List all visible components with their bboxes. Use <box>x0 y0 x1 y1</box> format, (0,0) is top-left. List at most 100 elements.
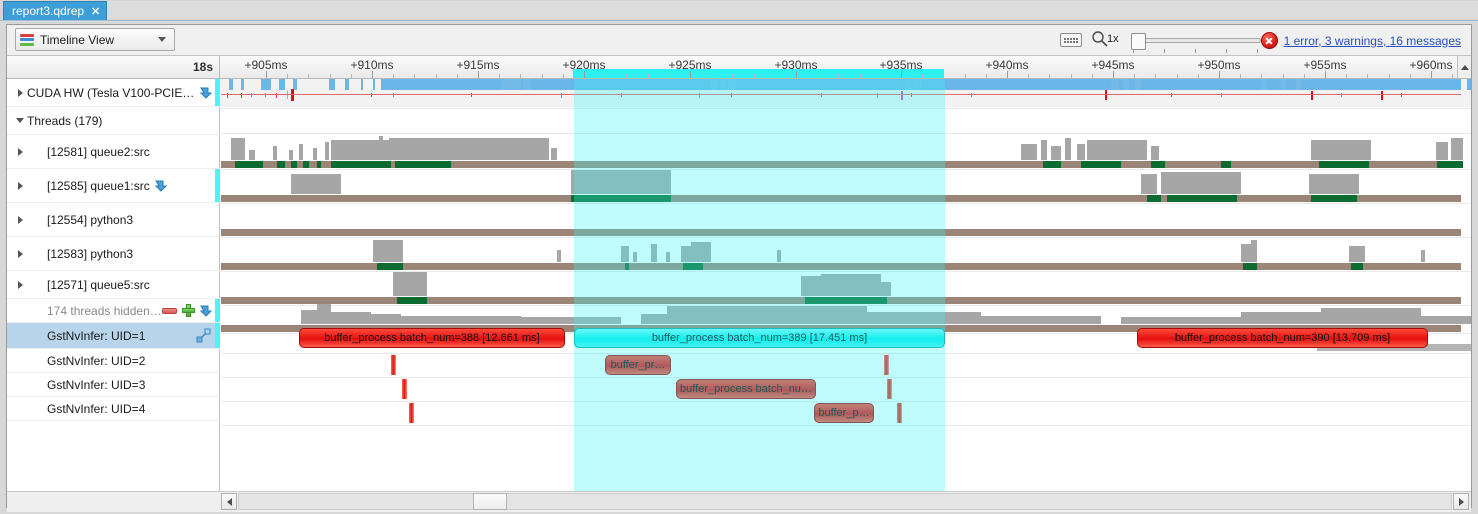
thread-running-segment <box>1311 195 1357 202</box>
nvtx-marker[interactable] <box>391 355 396 375</box>
tree-row-gstnvinfer-uid-2[interactable]: GstNvInfer: UID=2 <box>7 349 220 373</box>
chevron-right-icon[interactable] <box>13 249 27 258</box>
keyboard-icon[interactable] <box>1060 33 1082 47</box>
close-icon[interactable]: ✕ <box>91 5 101 18</box>
lane-pane[interactable]: buffer_process batch_num=388 [12.661 ms]… <box>221 79 1471 491</box>
jump-to-icon[interactable] <box>199 303 214 318</box>
remove-threads-icon[interactable] <box>161 307 177 314</box>
ruler-minor-tick <box>1367 74 1369 78</box>
nvtx-range-bar[interactable]: buffer_process batch_nu… <box>676 379 816 399</box>
cpu-usage-bar <box>1065 138 1071 160</box>
cuda-event-marker <box>901 90 903 100</box>
lane-cuda-hw[interactable] <box>221 79 1471 107</box>
nvtx-marker[interactable] <box>887 379 892 399</box>
chevron-down-icon[interactable] <box>13 118 27 123</box>
messages-link[interactable]: 1 error, 3 warnings, 16 messages <box>1283 33 1461 48</box>
jump-to-icon[interactable] <box>199 85 214 100</box>
tree-row-label: [12571] queue5:src <box>47 277 150 292</box>
nvtx-range-label: buffer_process batch_num=388 [12.661 ms] <box>324 332 540 344</box>
cuda-event-marker <box>1381 90 1383 100</box>
tree-row-12581-queue2-src[interactable]: [12581] queue2:src <box>7 135 220 169</box>
lane-12583-python3[interactable] <box>221 237 1471 271</box>
horizontal-scrollbar[interactable] <box>7 491 1471 512</box>
lane-12554-python3[interactable] <box>221 203 1471 237</box>
cpu-usage-bar <box>1077 144 1085 160</box>
cuda-activity-segment <box>241 79 244 90</box>
thread-state-bar <box>221 161 1461 168</box>
scroll-left-button[interactable] <box>221 493 237 510</box>
ruler-minor-tick <box>668 74 670 78</box>
scroll-right-button[interactable] <box>1453 493 1469 510</box>
cpu-usage-bar <box>401 316 521 324</box>
nvtx-range-bar[interactable]: buffer_process batch_num=390 [13.709 ms] <box>1137 328 1428 348</box>
lane-gstnvinfer-uid3[interactable] <box>221 377 1471 401</box>
tree-row-12585-queue1-src[interactable]: [12585] queue1:src <box>7 169 220 203</box>
cuda-activity-segment <box>293 79 297 90</box>
cpu-usage-bar <box>301 310 321 324</box>
ruler-minor-tick <box>1452 74 1454 78</box>
ruler-minor-tick <box>393 74 395 78</box>
tree-row-gstnvinfer-uid-3[interactable]: GstNvInfer: UID=3 <box>7 373 220 397</box>
add-threads-icon[interactable] <box>181 304 195 317</box>
tree-row-cuda-hw-tesla-v100-pcie-32g[interactable]: CUDA HW (Tesla V100-PCIE-32G <box>7 79 220 107</box>
zoom-slider-thumb[interactable] <box>1131 33 1146 50</box>
tree-row-174-threads-hidden[interactable]: 174 threads hidden… <box>7 299 220 323</box>
thread-running-segment <box>1351 263 1363 270</box>
cuda-event-marker <box>877 92 878 98</box>
ruler-minor-tick <box>1240 74 1242 78</box>
thread-running-segment <box>291 161 297 168</box>
lane-12585-queue1-src[interactable] <box>221 169 1471 203</box>
thread-running-segment <box>1081 161 1121 168</box>
chevron-right-icon[interactable] <box>13 147 27 156</box>
ruler-lane[interactable]: +905ms +910ms +915ms +920ms +925ms +930ms +935… <box>220 56 1457 78</box>
tree-row-label: GstNvInfer: UID=3 <box>47 377 146 392</box>
nvtx-marker[interactable] <box>409 403 414 423</box>
thread-running-segment <box>1167 195 1237 202</box>
expand-row-icon[interactable] <box>196 328 212 344</box>
cuda-event-marker <box>393 93 394 97</box>
scrollbar-thumb[interactable] <box>473 493 507 510</box>
messages-link-group[interactable]: 1 error, 3 warnings, 16 messages <box>1260 32 1461 49</box>
chevron-right-icon[interactable] <box>13 181 27 190</box>
tree-row-threads-179[interactable]: Threads (179) <box>7 107 220 135</box>
nvtx-marker[interactable] <box>402 379 407 399</box>
magnifier-icon[interactable] <box>1091 30 1109 48</box>
ruler-major-tick <box>1219 71 1220 78</box>
nvtx-range-bar[interactable]: buffer_process batch_num=389 [17.451 ms] <box>574 328 945 348</box>
ruler-tick-label: +920ms <box>562 58 606 72</box>
tree-row-gstnvinfer-uid-1[interactable]: GstNvInfer: UID=1 <box>7 323 220 349</box>
thread-running-segment <box>397 297 427 304</box>
view-selector-dropdown[interactable]: Timeline View <box>15 28 175 51</box>
expand-diagonal-icon <box>196 328 211 342</box>
zoom-slider[interactable] <box>1131 33 1261 53</box>
tree-row-12571-queue5-src[interactable]: [12571] queue5:src <box>7 271 220 299</box>
chevron-right-icon[interactable] <box>13 215 27 224</box>
nvtx-marker[interactable] <box>884 355 889 375</box>
nvtx-range-bar[interactable]: buffer_process batch_num=388 [12.661 ms] <box>299 328 565 348</box>
nvtx-range-bar[interactable]: buffer_pr… <box>605 355 671 375</box>
tree-row-12554-python3[interactable]: [12554] python3 <box>7 203 220 237</box>
ruler-tick-label: +930ms <box>774 58 818 72</box>
tree-row-12583-python3[interactable]: [12583] python3 <box>7 237 220 271</box>
tree-row-gstnvinfer-uid-4[interactable]: GstNvInfer: UID=4 <box>7 397 220 421</box>
lane-12571-queue5-src[interactable] <box>221 271 1471 305</box>
tree-row-label: [12585] queue1:src <box>47 178 150 193</box>
cpu-usage-bar <box>1041 140 1047 160</box>
thread-state-bar <box>221 195 1461 202</box>
ruler-minor-tick <box>647 74 649 78</box>
jump-to-icon[interactable] <box>154 178 169 193</box>
nvtx-range-bar[interactable]: buffer_p… <box>814 403 874 423</box>
lane-12581-queue2-src[interactable] <box>221 135 1471 169</box>
jump-arrow-icon <box>199 305 212 317</box>
chevron-right-icon[interactable] <box>13 88 27 97</box>
chevron-right-icon[interactable] <box>13 280 27 289</box>
cpu-usage-bar <box>1121 317 1241 324</box>
nvtx-marker[interactable] <box>897 403 902 423</box>
cuda-event-marker <box>699 92 700 98</box>
jump-arrow-icon <box>154 180 167 192</box>
lane-gstnvinfer-uid2[interactable] <box>221 353 1471 377</box>
scrollbar-trough[interactable] <box>238 493 1452 510</box>
scroll-up-button[interactable] <box>1457 56 1471 78</box>
tab-report3[interactable]: report3.qdrep ✕ <box>3 1 108 20</box>
lane-threads-summary[interactable] <box>221 109 1471 133</box>
